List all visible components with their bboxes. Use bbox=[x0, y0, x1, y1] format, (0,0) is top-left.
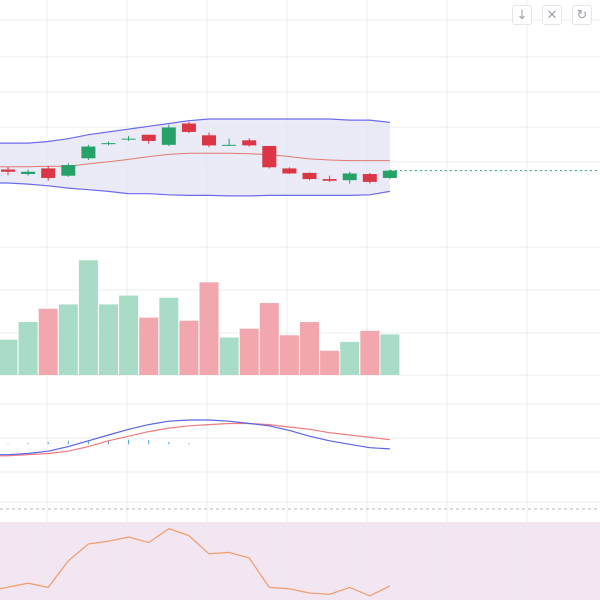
bollinger-band-area bbox=[0, 119, 390, 196]
volume-bar bbox=[119, 295, 139, 375]
volume-bar bbox=[139, 317, 159, 375]
bollinger-upper-line bbox=[0, 118, 390, 144]
volume-bar bbox=[340, 341, 360, 375]
volume-bar bbox=[219, 337, 239, 375]
candle-body bbox=[1, 169, 15, 172]
rsi-line bbox=[0, 527, 391, 597]
bollinger-lower-line bbox=[0, 182, 391, 197]
volume-bar bbox=[259, 303, 279, 375]
volume-bar bbox=[300, 322, 319, 375]
candle-body bbox=[101, 143, 116, 145]
candle-body bbox=[282, 168, 297, 174]
volume-bar bbox=[159, 297, 179, 375]
candle-body bbox=[382, 170, 397, 178]
volume-bar bbox=[360, 330, 380, 375]
volume-bar bbox=[18, 322, 38, 375]
refresh-icon: ↻ bbox=[576, 8, 588, 23]
volume-bar bbox=[78, 260, 98, 375]
reset-zoom-icon: ✕ bbox=[546, 8, 558, 23]
rsi-background bbox=[0, 522, 600, 600]
volume-bar bbox=[279, 335, 299, 375]
volume-bar bbox=[38, 308, 58, 375]
candle-body bbox=[181, 123, 196, 132]
candle-body bbox=[21, 171, 36, 175]
volume-bar bbox=[239, 328, 259, 375]
candle-body bbox=[222, 144, 237, 146]
volume-bar bbox=[380, 334, 400, 375]
volume-bar bbox=[320, 350, 340, 375]
candle-body bbox=[322, 179, 337, 181]
candle-body bbox=[362, 174, 377, 182]
bollinger-middle-line bbox=[0, 152, 390, 168]
candle-body bbox=[141, 134, 156, 141]
candle-body bbox=[41, 168, 56, 178]
download-button[interactable]: ↓ bbox=[512, 5, 532, 25]
volume-bar bbox=[179, 320, 199, 375]
candle-body bbox=[81, 146, 96, 159]
candle-body bbox=[302, 172, 317, 180]
reset-zoom-button[interactable]: ✕ bbox=[542, 5, 562, 25]
candle-body bbox=[242, 140, 257, 146]
volume-bar bbox=[199, 282, 219, 375]
candle-body bbox=[262, 145, 277, 168]
download-icon: ↓ bbox=[516, 8, 528, 23]
candle-body bbox=[121, 138, 136, 140]
volume-bar bbox=[99, 304, 118, 375]
volume-bar bbox=[58, 304, 78, 375]
candle-body bbox=[342, 173, 357, 181]
macd-line bbox=[0, 419, 390, 456]
volume-bar bbox=[0, 339, 18, 375]
macd-signal-line bbox=[0, 422, 390, 457]
candle-body bbox=[161, 127, 176, 145]
refresh-button[interactable]: ↻ bbox=[572, 5, 592, 25]
candle-body bbox=[202, 135, 216, 146]
candle-body bbox=[61, 165, 76, 176]
